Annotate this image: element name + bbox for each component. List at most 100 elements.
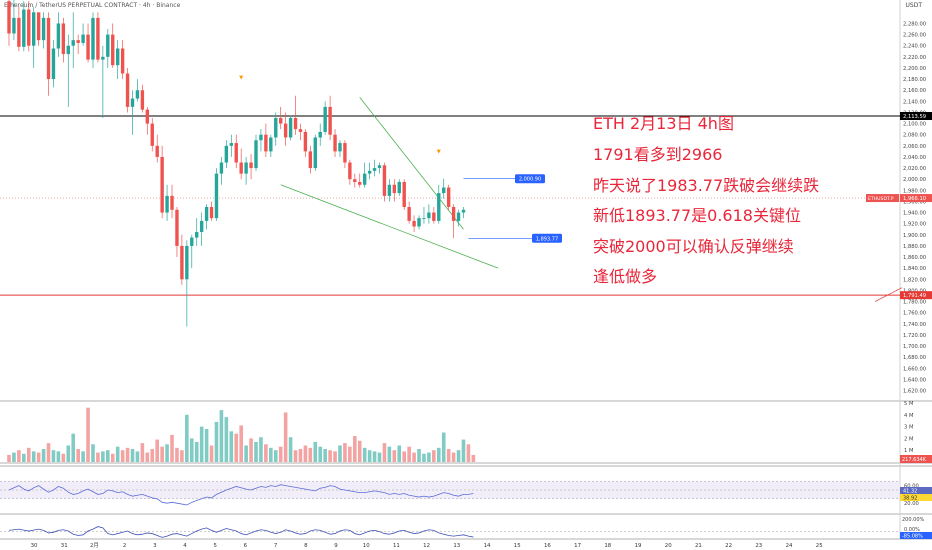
volume-bar: [234, 433, 239, 462]
annotation-line-4: 新低1893.77是0.618关键位: [593, 206, 801, 225]
candle-body: [165, 195, 169, 213]
candle-body: [323, 106, 327, 132]
hline-price-label: 1,791.49: [903, 293, 926, 299]
candle-body: [288, 118, 293, 138]
currency-label: USDT: [905, 2, 923, 9]
osc-tick-label: 200.00%: [902, 517, 924, 523]
x-tick-label: 7: [274, 543, 277, 549]
volume-bar: [298, 449, 303, 462]
volume-tick-label: 2 M: [904, 436, 913, 442]
volume-bar: [17, 450, 21, 462]
annotation-line-5: 突破2000可以确认反弹继续: [593, 237, 794, 256]
price-label-text: 2,000.90: [519, 177, 541, 183]
candle-body: [160, 156, 164, 213]
x-tick-label: 12: [423, 543, 430, 549]
volume-bar: [293, 450, 298, 462]
price-tick-label: 1,900.00: [903, 233, 926, 239]
volume-bar: [170, 434, 174, 462]
rsi-ma-label: 38.92: [903, 496, 917, 502]
volume-bar: [96, 452, 100, 462]
price-tick-label: 1,720.00: [903, 333, 926, 339]
price-tick-label: 2,240.00: [903, 44, 926, 50]
volume-bar: [180, 450, 184, 462]
candle-body: [120, 48, 125, 74]
annotation-line-6: 逢低做多: [593, 267, 658, 286]
hline-price-label: 2,113.59: [903, 114, 926, 120]
candle-body: [313, 137, 317, 169]
price-tick-label: 2,220.00: [903, 55, 926, 61]
candle-body: [51, 48, 56, 80]
candle-body: [130, 98, 135, 107]
price-tick-label: 1,640.00: [903, 377, 926, 383]
annotation-line-3: 昨天说了1983.77跌破会继续跌: [593, 176, 820, 195]
volume-bar: [101, 451, 105, 462]
volume-current-tag: [900, 455, 932, 463]
x-tick-label: 9: [334, 543, 338, 549]
volume-bar: [46, 443, 51, 462]
volume-bar: [313, 441, 318, 462]
candle-body: [81, 34, 85, 43]
candle-body: [348, 162, 352, 180]
candle-body: [269, 137, 273, 152]
volume-bar: [125, 447, 130, 462]
volume-bar: [338, 445, 342, 462]
trendline-upper: [359, 97, 464, 230]
candle-body: [219, 162, 224, 174]
candle-body: [86, 34, 90, 60]
volume-bar: [407, 446, 411, 462]
x-tick-label: 18: [604, 543, 611, 549]
candle-body: [362, 173, 367, 185]
price-label-low[interactable]: [532, 233, 562, 243]
rsi-value-tag: [900, 487, 932, 494]
price-label-high[interactable]: [515, 174, 545, 184]
price-tick-label: 1,760.00: [903, 311, 926, 317]
x-tick-label: 11: [393, 543, 400, 549]
x-tick-label: 19: [635, 543, 642, 549]
volume-bar: [76, 449, 80, 462]
x-tick-label: 14: [484, 543, 491, 549]
rsi-tick-label: 20.00: [904, 501, 919, 507]
volume-tick-label: 5 M: [904, 401, 913, 407]
chart-header[interactable]: Ethereum / TetherUS PERPETUAL CONTRACT ·…: [4, 2, 181, 9]
candle-body: [140, 90, 145, 110]
volume-bar: [259, 437, 263, 462]
candle-body: [427, 212, 431, 219]
candle-body: [76, 40, 80, 43]
volume-bar: [130, 449, 135, 462]
candle-body: [56, 23, 61, 49]
candle-body: [204, 207, 209, 221]
volume-bar: [397, 445, 402, 462]
price-tick-label: 2,020.00: [903, 166, 926, 172]
volume-bar: [22, 453, 26, 462]
price-label-text: 1,893.77: [536, 236, 558, 242]
candle-body: [17, 17, 21, 47]
price-tick-label: 2,000.00: [903, 177, 926, 183]
volume-bar: [41, 449, 46, 462]
candle-body: [199, 220, 204, 233]
volume-bar: [224, 417, 229, 462]
candle-body: [259, 134, 263, 141]
volume-bar: [86, 407, 90, 462]
x-tick-label: 21: [695, 543, 702, 549]
candle-body: [145, 109, 150, 124]
volume-bar: [7, 454, 11, 462]
price-tick-label: 1,780.00: [903, 300, 926, 306]
trendline-lower: [280, 184, 499, 269]
osc-value-label: -85.08%: [902, 534, 923, 540]
rsi-line: [8, 484, 474, 506]
candle-body: [387, 184, 392, 196]
volume-bar: [160, 446, 164, 462]
rsi-tick-label: 60.00: [904, 484, 919, 490]
candle-body: [456, 212, 461, 221]
volume-bar: [427, 452, 431, 462]
price-tick-label: 2,080.00: [903, 133, 926, 139]
candle-body: [22, 9, 26, 47]
candle-body: [125, 73, 130, 107]
volume-bar: [283, 412, 288, 462]
candle-body: [12, 17, 16, 34]
candle-body: [66, 45, 70, 55]
volume-bar: [343, 443, 347, 462]
candle-body: [41, 17, 46, 41]
volume-bar: [106, 450, 110, 462]
